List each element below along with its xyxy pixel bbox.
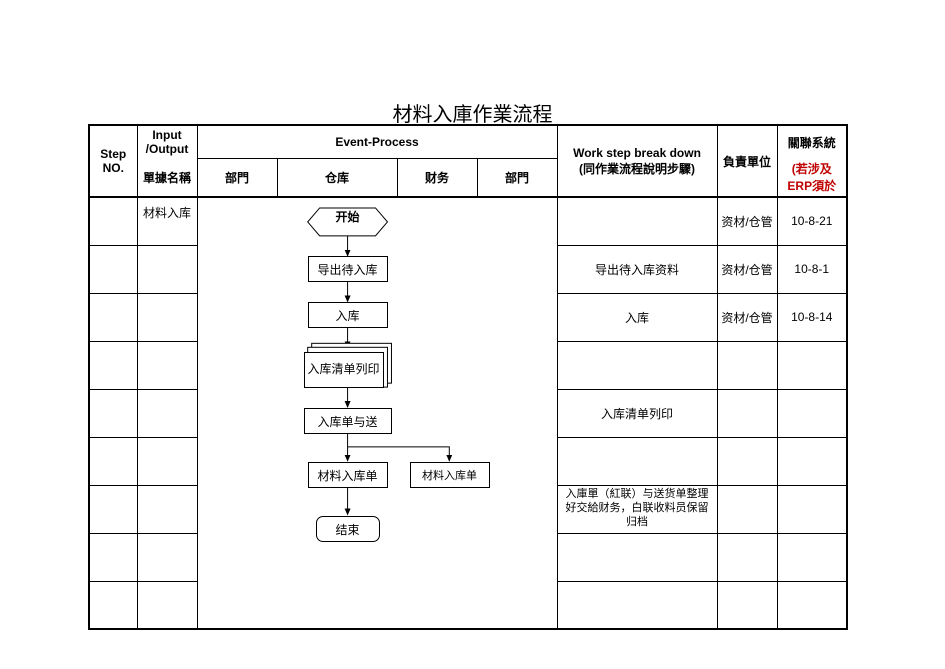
cell-dept-2: 资材/仓管 bbox=[717, 245, 777, 293]
hdr-work-step-l2: (同作業流程說明步驟) bbox=[579, 162, 695, 176]
hdr-system-l2: (若涉及ERP須於 bbox=[777, 158, 847, 197]
cell-io-2 bbox=[137, 245, 197, 293]
cell-dept-8 bbox=[717, 533, 777, 581]
hdr-io-l2: 單據名稱 bbox=[137, 158, 197, 197]
cell-dept-5 bbox=[717, 389, 777, 437]
flow-n3: 入库清单列印 bbox=[304, 352, 384, 388]
cell-work-9 bbox=[557, 581, 717, 629]
cell-io-1: 材料入库 bbox=[137, 197, 197, 245]
cell-work-5: 入库清单列印 bbox=[557, 389, 717, 437]
page-title: 材料入庫作業流程 bbox=[0, 98, 945, 127]
cell-step-6 bbox=[89, 437, 137, 485]
process-table: Step NO. Input /Output Event-Process Wor… bbox=[88, 124, 848, 630]
hdr-ep-sub1: 部門 bbox=[197, 158, 277, 197]
hdr-dept: 負責單位 bbox=[717, 125, 777, 197]
cell-step-8 bbox=[89, 533, 137, 581]
hdr-ep-sub3: 财务 bbox=[397, 158, 477, 197]
flow-end: 结束 bbox=[316, 516, 380, 542]
hdr-system-l1: 關聯系統 bbox=[777, 125, 847, 158]
cell-step-1 bbox=[89, 197, 137, 245]
flow-n4: 入库单与送 bbox=[304, 408, 392, 434]
cell-work-7: 入庫單（紅联）与送货单整理好交給财务，白联收料员保留归档 bbox=[557, 485, 717, 533]
cell-io-6 bbox=[137, 437, 197, 485]
cell-io-5 bbox=[137, 389, 197, 437]
cell-sys-5 bbox=[777, 389, 847, 437]
cell-io-9 bbox=[137, 581, 197, 629]
page: 材料入庫作業流程 Step NO. Input /Output Event-Pr… bbox=[0, 0, 945, 669]
cell-io-3 bbox=[137, 293, 197, 341]
cell-io-8 bbox=[137, 533, 197, 581]
flow-start: 开始 bbox=[308, 210, 388, 224]
flow-n5b: 材料入库单 bbox=[410, 462, 490, 488]
cell-dept-7 bbox=[717, 485, 777, 533]
cell-work-3: 入库 bbox=[557, 293, 717, 341]
cell-sys-1: 10-8-21 bbox=[777, 197, 847, 245]
flow-n1: 导出待入库 bbox=[308, 256, 388, 282]
cell-work-4 bbox=[557, 341, 717, 389]
cell-step-9 bbox=[89, 581, 137, 629]
cell-sys-7 bbox=[777, 485, 847, 533]
flow-n2: 入库 bbox=[308, 302, 388, 328]
cell-sys-8 bbox=[777, 533, 847, 581]
hdr-io-l1: Input /Output bbox=[137, 125, 197, 158]
cell-step-5 bbox=[89, 389, 137, 437]
hdr-work-step-l1: Work step break down bbox=[573, 146, 701, 160]
cell-io-7 bbox=[137, 485, 197, 533]
cell-dept-9 bbox=[717, 581, 777, 629]
hdr-ep-sub4: 部門 bbox=[477, 158, 557, 197]
hdr-step-no: Step NO. bbox=[89, 125, 137, 197]
cell-step-4 bbox=[89, 341, 137, 389]
cell-work-8 bbox=[557, 533, 717, 581]
hdr-ep-sub2: 仓库 bbox=[277, 158, 397, 197]
cell-step-3 bbox=[89, 293, 137, 341]
cell-step-2 bbox=[89, 245, 137, 293]
cell-sys-4 bbox=[777, 341, 847, 389]
cell-dept-4 bbox=[717, 341, 777, 389]
cell-work-6 bbox=[557, 437, 717, 485]
flow-n5a: 材料入库单 bbox=[308, 462, 388, 488]
cell-dept-3: 资材/仓管 bbox=[717, 293, 777, 341]
cell-io-4 bbox=[137, 341, 197, 389]
cell-sys-6 bbox=[777, 437, 847, 485]
hdr-work-step: Work step break down (同作業流程說明步驟) bbox=[557, 125, 717, 197]
cell-sys-2: 10-8-1 bbox=[777, 245, 847, 293]
cell-work-2: 导出待入库资料 bbox=[557, 245, 717, 293]
cell-dept-1: 资材/仓管 bbox=[717, 197, 777, 245]
cell-sys-9 bbox=[777, 581, 847, 629]
cell-dept-6 bbox=[717, 437, 777, 485]
flowchart-cell: 开始 导出待入库 入库 入库清单列印 入库单与送 材料入库单 材料入库单 结束 bbox=[197, 197, 557, 629]
cell-sys-3: 10-8-14 bbox=[777, 293, 847, 341]
hdr-event-process: Event-Process bbox=[197, 125, 557, 158]
cell-step-7 bbox=[89, 485, 137, 533]
cell-work-1 bbox=[557, 197, 717, 245]
